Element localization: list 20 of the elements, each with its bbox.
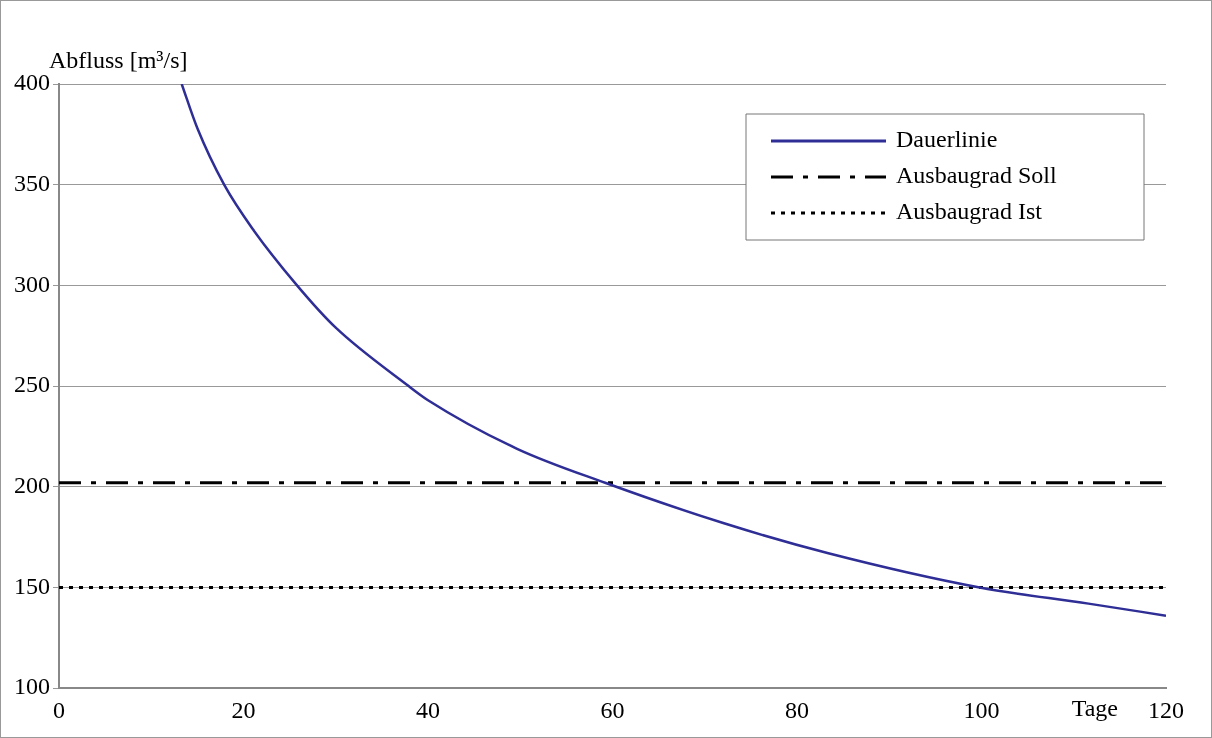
y-axis-title: Abfluss [m³/s] [49, 47, 188, 74]
x-tick-label: 80 [785, 696, 809, 723]
x-tick-label: 40 [416, 696, 440, 723]
x-tick-label: 0 [53, 696, 65, 723]
x-tick-label: 20 [231, 696, 256, 723]
legend-label: Ausbaugrad Ist [896, 198, 1043, 225]
x-axis-title: Tage [1071, 695, 1118, 722]
y-tick-label: 300 [14, 270, 50, 297]
legend-label: Dauerlinie [896, 126, 998, 153]
legend-label: Ausbaugrad Soll [896, 162, 1057, 189]
y-tick-label: 250 [14, 371, 50, 398]
line-series [180, 84, 1166, 617]
y-tick-label: 350 [14, 170, 50, 196]
y-tick-label: 400 [14, 69, 50, 96]
x-tick-label: 100 [963, 696, 1000, 723]
x-tick-label: 60 [600, 696, 625, 723]
y-tick-label: 200 [14, 472, 50, 499]
y-tick-label: 100 [14, 673, 50, 700]
y-tick-label: 150 [14, 572, 50, 599]
x-tick-label: 120 [1148, 696, 1184, 723]
